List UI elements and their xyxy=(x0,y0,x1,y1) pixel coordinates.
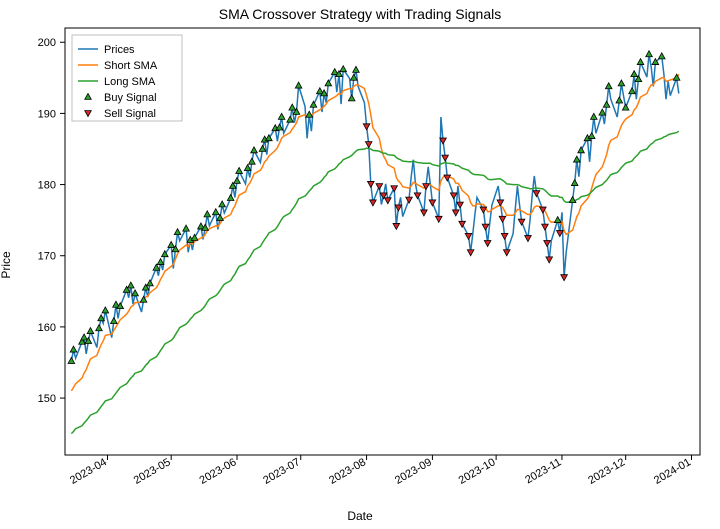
svg-text:2023-05: 2023-05 xyxy=(132,456,173,487)
svg-text:Buy Signal: Buy Signal xyxy=(104,92,157,104)
svg-text:160: 160 xyxy=(38,322,56,334)
x-axis-label: Date xyxy=(0,509,720,523)
svg-text:2023-12: 2023-12 xyxy=(586,456,627,487)
svg-text:Long SMA: Long SMA xyxy=(104,76,156,88)
svg-text:2023-04: 2023-04 xyxy=(68,456,109,487)
svg-text:2023-08: 2023-08 xyxy=(327,456,368,487)
svg-text:2024-01: 2024-01 xyxy=(652,456,693,487)
chart-container: SMA Crossover Strategy with Trading Sign… xyxy=(0,0,720,529)
svg-text:2023-11: 2023-11 xyxy=(523,456,563,486)
svg-text:180: 180 xyxy=(38,180,56,192)
y-axis-label: Price xyxy=(0,251,13,278)
svg-text:150: 150 xyxy=(38,393,56,405)
svg-text:2023-07: 2023-07 xyxy=(261,456,302,487)
svg-text:2023-06: 2023-06 xyxy=(198,456,239,487)
svg-text:Short SMA: Short SMA xyxy=(104,60,158,72)
chart-svg: 150 160 170 180 190 200 2023-04 2023-05 2023-06 2… xyxy=(0,0,720,529)
svg-text:2023-09: 2023-09 xyxy=(393,456,434,487)
svg-text:Prices: Prices xyxy=(104,44,135,56)
svg-text:2023-10: 2023-10 xyxy=(457,456,498,487)
svg-text:Sell Signal: Sell Signal xyxy=(104,108,156,120)
chart-title: SMA Crossover Strategy with Trading Sign… xyxy=(0,6,720,22)
svg-text:190: 190 xyxy=(38,108,56,120)
svg-text:170: 170 xyxy=(38,251,56,263)
svg-text:200: 200 xyxy=(38,37,56,49)
